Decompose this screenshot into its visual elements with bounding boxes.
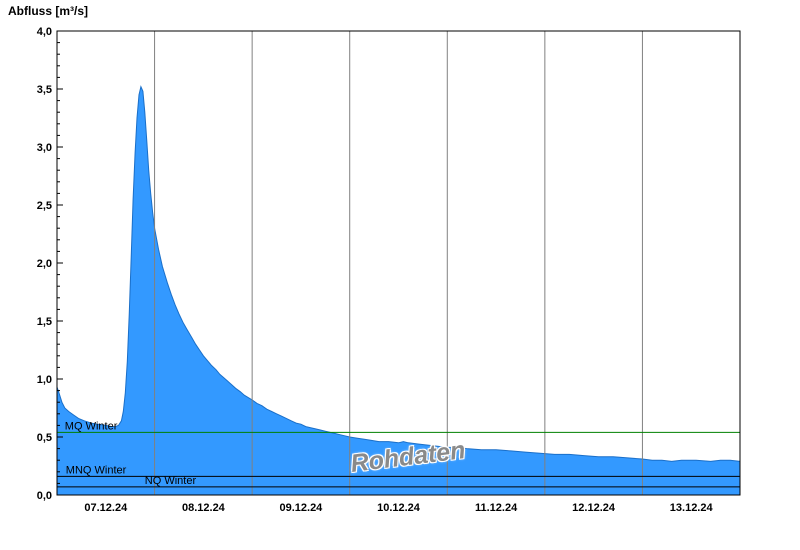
y-axis-tick-label: 3,0 [37,142,52,154]
y-axis-tick-label: 0,0 [37,490,52,502]
y-axis-tick-label: 3,5 [37,84,52,96]
refline-label-mq-winter: MQ Winter [65,420,118,432]
chart-title: Abfluss [m³/s] [8,4,89,18]
refline-label-mnq-winter: MNQ Winter [66,464,127,476]
y-axis-tick-label: 0,5 [37,432,52,444]
y-axis-tick-label: 1,0 [37,374,52,386]
y-axis-tick-label: 2,0 [37,258,52,270]
x-axis-tick-label: 08.12.24 [182,502,226,514]
x-axis-tick-label: 12.12.24 [572,502,616,514]
x-axis-tick-label: 07.12.24 [84,502,128,514]
x-axis-tick-label: 09.12.24 [279,502,323,514]
y-axis-tick-label: 1,5 [37,316,52,328]
refline-label-nq-winter: NQ Winter [145,475,197,487]
y-axis-tick-label: 2,5 [37,200,52,212]
discharge-area [57,86,740,495]
x-axis-tick-label: 13.12.24 [670,502,714,514]
x-axis-tick-label: 11.12.24 [475,502,518,514]
y-axis-tick-label: 4,0 [37,26,52,38]
x-axis-tick-label: 10.12.24 [377,502,421,514]
